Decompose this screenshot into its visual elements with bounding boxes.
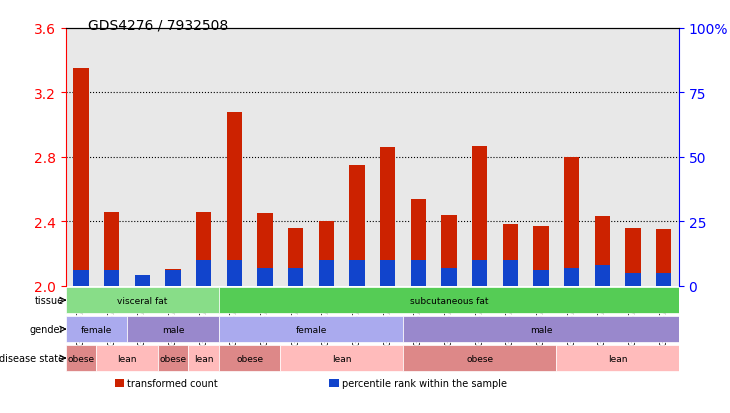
Text: GDS4276 / 7932508: GDS4276 / 7932508 xyxy=(88,19,228,33)
Text: obese: obese xyxy=(67,354,95,363)
Text: disease state: disease state xyxy=(0,353,64,363)
Text: subcutaneous fat: subcutaneous fat xyxy=(410,296,488,305)
Bar xyxy=(502,260,518,286)
Text: obese: obese xyxy=(236,354,264,363)
Text: obese: obese xyxy=(159,354,187,363)
Text: lean: lean xyxy=(332,354,351,363)
Bar xyxy=(625,273,641,286)
FancyBboxPatch shape xyxy=(96,345,158,371)
Bar xyxy=(472,260,488,286)
Bar xyxy=(134,275,150,286)
Bar xyxy=(442,268,457,286)
FancyBboxPatch shape xyxy=(280,345,403,371)
Bar xyxy=(564,268,580,286)
Text: lean: lean xyxy=(194,354,213,363)
Bar xyxy=(288,268,304,286)
Bar xyxy=(380,148,396,286)
Bar xyxy=(196,260,212,286)
Text: gender: gender xyxy=(30,324,64,334)
Text: male: male xyxy=(162,325,184,334)
Bar xyxy=(410,260,426,286)
Text: percentile rank within the sample: percentile rank within the sample xyxy=(342,378,507,388)
FancyBboxPatch shape xyxy=(219,345,280,371)
Bar xyxy=(656,273,672,286)
Bar xyxy=(472,146,488,286)
FancyBboxPatch shape xyxy=(219,316,403,342)
Bar xyxy=(534,226,549,286)
Text: female: female xyxy=(296,325,326,334)
Bar xyxy=(625,228,641,286)
Bar xyxy=(329,379,339,387)
Bar xyxy=(258,214,273,286)
Bar xyxy=(442,215,457,286)
Text: obese: obese xyxy=(466,354,493,363)
Text: female: female xyxy=(81,325,112,334)
Text: male: male xyxy=(530,325,552,334)
FancyBboxPatch shape xyxy=(127,316,219,342)
Bar xyxy=(73,271,89,286)
Bar xyxy=(319,260,334,286)
FancyBboxPatch shape xyxy=(403,345,556,371)
Bar xyxy=(594,217,610,286)
FancyBboxPatch shape xyxy=(188,345,219,371)
Bar xyxy=(288,228,304,286)
Bar xyxy=(594,265,610,286)
Bar xyxy=(73,69,89,286)
Bar xyxy=(380,260,396,286)
Bar xyxy=(656,230,672,286)
Bar xyxy=(166,271,181,286)
Bar xyxy=(350,260,365,286)
Text: tissue: tissue xyxy=(35,295,64,305)
Bar xyxy=(227,260,242,286)
Bar xyxy=(350,166,365,286)
Bar xyxy=(410,199,426,286)
FancyBboxPatch shape xyxy=(556,345,679,371)
Bar xyxy=(104,271,120,286)
FancyBboxPatch shape xyxy=(158,345,188,371)
FancyBboxPatch shape xyxy=(219,287,679,313)
Bar xyxy=(258,268,273,286)
Text: lean: lean xyxy=(608,354,627,363)
Bar xyxy=(227,112,242,286)
Bar xyxy=(166,270,181,286)
FancyBboxPatch shape xyxy=(66,345,96,371)
Bar xyxy=(564,157,580,286)
Bar xyxy=(502,225,518,286)
Bar xyxy=(104,212,120,286)
Bar xyxy=(196,212,212,286)
FancyBboxPatch shape xyxy=(66,287,219,313)
Bar xyxy=(319,222,334,286)
Text: lean: lean xyxy=(118,354,137,363)
FancyBboxPatch shape xyxy=(66,316,127,342)
Text: transformed count: transformed count xyxy=(127,378,218,388)
Bar xyxy=(115,379,124,387)
Bar xyxy=(534,271,549,286)
FancyBboxPatch shape xyxy=(403,316,679,342)
Text: visceral fat: visceral fat xyxy=(117,296,168,305)
Bar xyxy=(134,278,150,286)
